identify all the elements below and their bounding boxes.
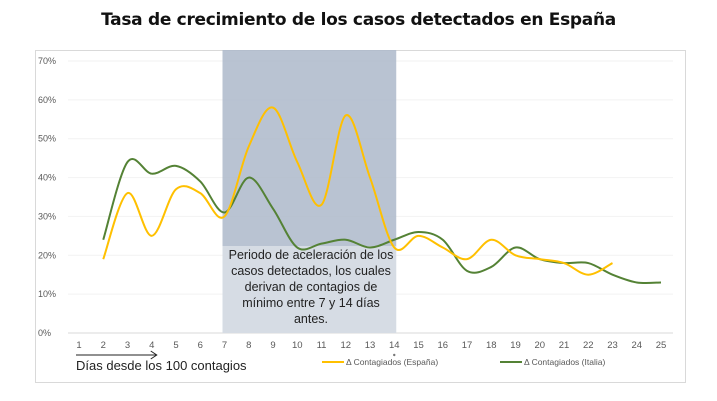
x-tick-label: 8 — [246, 340, 251, 351]
x-tick-label: 1 — [76, 340, 81, 351]
x-tick-label: 9 — [270, 340, 275, 351]
x-tick-label: 11 — [317, 340, 327, 351]
y-tick-label: 50% — [38, 134, 56, 144]
x-tick-label: 6 — [198, 340, 203, 351]
x-tick-label: 22 — [583, 340, 594, 351]
marker-dot — [393, 353, 396, 357]
y-tick-label: 30% — [38, 211, 56, 221]
x-tick-label: 23 — [607, 340, 618, 351]
x-tick-label: 12 — [340, 340, 351, 351]
legend: Δ Contagiados (España) Δ Contagiados (Ita… — [322, 353, 605, 367]
x-tick-label: 14 — [389, 340, 400, 351]
x-tick-label: 25 — [656, 340, 667, 351]
x-tick-label: 5 — [173, 340, 178, 351]
annotation-box — [222, 246, 397, 333]
x-axis-labels: 1 2 3 4 5 6 7 8 9 10 11 12 13 14 15 16 17 18 19 20 21 22 23 24 2… — [76, 340, 666, 351]
x-tick-label: 20 — [534, 340, 545, 351]
arrow-head-icon — [150, 350, 158, 360]
x-tick-label: 15 — [413, 340, 424, 351]
x-tick-label: 4 — [149, 340, 154, 351]
shaded-region — [222, 50, 397, 246]
x-tick-label: 19 — [510, 340, 521, 351]
y-tick-label: 40% — [38, 173, 56, 183]
legend-label: Δ Contagiados (España) — [346, 357, 438, 367]
x-axis-title: Días desde los 100 contagios — [76, 358, 247, 373]
shaded-region-annotation: Periodo de aceleración de los casos dete… — [228, 248, 394, 326]
legend-label: Δ Contagiados (Italia) — [524, 357, 605, 367]
series-lines — [102, 106, 662, 285]
y-tick-label: 70% — [38, 56, 56, 66]
shaded-region-group — [222, 50, 397, 333]
series-line-espana — [102, 106, 613, 276]
x-tick-label: 7 — [222, 340, 227, 351]
x-arrow — [76, 350, 158, 360]
y-tick-label: 20% — [38, 250, 56, 260]
y-tick-label: 10% — [38, 289, 56, 299]
y-tick-label: 60% — [38, 95, 56, 105]
y-axis-labels: 0% 10% 20% 30% 40% 50% 60% 70% — [38, 56, 56, 338]
x-tick-label: 10 — [292, 340, 303, 351]
x-tick-label: 18 — [486, 340, 497, 351]
y-tick-label: 0% — [38, 328, 51, 338]
x-tick-label: 3 — [125, 340, 130, 351]
x-tick-label: 21 — [559, 340, 570, 351]
chart-title: Tasa de crecimiento de los casos detecta… — [101, 10, 616, 30]
x-tick-label: 24 — [631, 340, 642, 351]
x-tick-label: 2 — [101, 340, 106, 351]
x-tick-label: 13 — [365, 340, 376, 351]
x-tick-label: 16 — [437, 340, 448, 351]
x-tick-label: 17 — [462, 340, 473, 351]
